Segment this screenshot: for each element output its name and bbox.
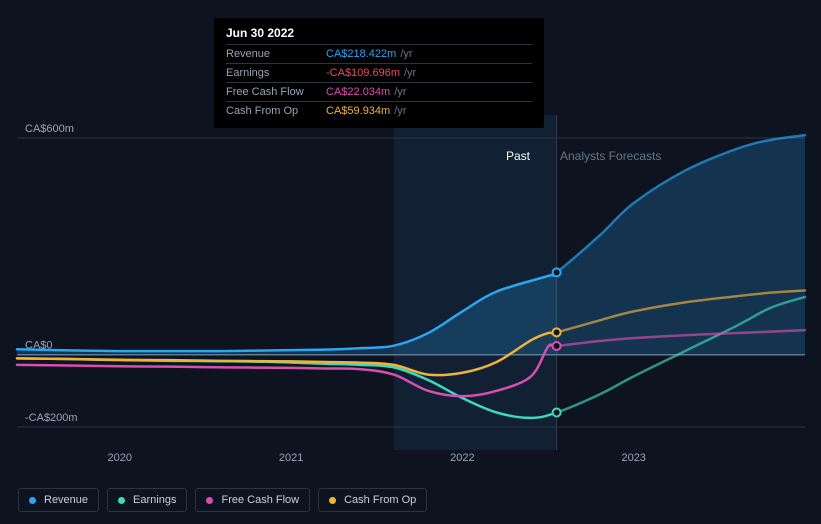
tooltip-value: CA$218.422m — [326, 48, 396, 60]
legend-item-earnings[interactable]: Earnings — [107, 488, 187, 512]
legend-item-cash-from-op[interactable]: Cash From Op — [318, 488, 427, 512]
legend-label: Earnings — [133, 494, 176, 506]
y-tick-label: -CA$200m — [25, 412, 78, 424]
tooltip-suffix: /yr — [400, 48, 412, 60]
marker-free-cash-flow — [553, 342, 561, 350]
legend-dot-icon — [206, 497, 213, 504]
tooltip-value: CA$59.934m — [326, 105, 390, 117]
marker-earnings — [553, 409, 561, 417]
y-tick-label: CA$600m — [25, 123, 74, 135]
region-label-past: Past — [506, 149, 531, 163]
legend-dot-icon — [329, 497, 336, 504]
tooltip-row: Cash From OpCA$59.934m/yr — [226, 101, 532, 120]
region-label-forecast: Analysts Forecasts — [560, 149, 661, 163]
tooltip-value: CA$22.034m — [326, 86, 390, 98]
x-tick-label: 2020 — [108, 452, 132, 464]
tooltip-date: Jun 30 2022 — [226, 26, 532, 44]
tooltip-label: Earnings — [226, 67, 326, 79]
legend-label: Revenue — [44, 494, 88, 506]
x-tick-label: 2021 — [279, 452, 303, 464]
marker-revenue — [553, 268, 561, 276]
chart-tooltip: Jun 30 2022 RevenueCA$218.422m/yrEarning… — [214, 18, 544, 128]
x-tick-label: 2022 — [450, 452, 474, 464]
tooltip-label: Cash From Op — [226, 105, 326, 117]
marker-cash-from-op — [553, 328, 561, 336]
legend-label: Free Cash Flow — [221, 494, 299, 506]
legend-item-free-cash-flow[interactable]: Free Cash Flow — [195, 488, 310, 512]
tooltip-label: Free Cash Flow — [226, 86, 326, 98]
financial-chart: CA$600mCA$0-CA$200m2020202120222023PastA… — [0, 0, 821, 524]
legend-dot-icon — [29, 497, 36, 504]
tooltip-suffix: /yr — [394, 86, 406, 98]
chart-legend: Revenue Earnings Free Cash Flow Cash From O… — [18, 488, 427, 512]
tooltip-suffix: /yr — [394, 105, 406, 117]
tooltip-value: -CA$109.696m — [326, 67, 400, 79]
x-tick-label: 2023 — [621, 452, 645, 464]
tooltip-suffix: /yr — [404, 67, 416, 79]
tooltip-label: Revenue — [226, 48, 326, 60]
legend-label: Cash From Op — [344, 494, 416, 506]
tooltip-row: Free Cash FlowCA$22.034m/yr — [226, 82, 532, 101]
tooltip-row: Earnings-CA$109.696m/yr — [226, 63, 532, 82]
legend-dot-icon — [118, 497, 125, 504]
tooltip-row: RevenueCA$218.422m/yr — [226, 44, 532, 63]
legend-item-revenue[interactable]: Revenue — [18, 488, 99, 512]
